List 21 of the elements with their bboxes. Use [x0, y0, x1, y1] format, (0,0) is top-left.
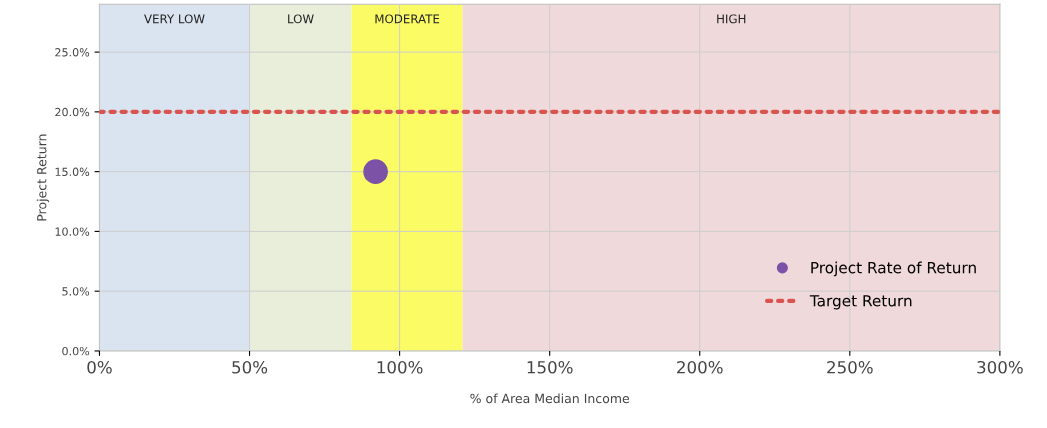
- x-tick-label: 250%: [827, 360, 873, 374]
- y-tick-label: 25.0%: [55, 48, 90, 57]
- y-tick-label: 15.0%: [55, 167, 90, 177]
- x-tick-label: 150%: [527, 360, 573, 374]
- y-tick-label: 10.0%: [55, 227, 90, 236]
- band-label: VERY LOW: [144, 14, 205, 24]
- legend-label: Project Rate of Return: [811, 261, 976, 277]
- band-label: MODERATE: [375, 14, 440, 24]
- y-axis-title: Project Return: [36, 134, 49, 221]
- y-tick-label: 0.0%: [62, 346, 90, 356]
- y-tick-label: 5.0%: [62, 287, 90, 296]
- x-tick-label: 300%: [977, 360, 1023, 374]
- x-axis-title: % of Area Median Income: [470, 393, 630, 404]
- x-tick-label: 0%: [87, 360, 112, 374]
- x-tick-label: 200%: [677, 360, 723, 374]
- band-label: LOW: [288, 14, 314, 24]
- legend-label: Target Return: [809, 295, 912, 310]
- x-tick-label: 100%: [377, 360, 423, 374]
- y-tick-label: 20.0%: [55, 107, 90, 117]
- x-tick-label: 50%: [232, 360, 268, 374]
- band-label: HIGH: [717, 14, 746, 24]
